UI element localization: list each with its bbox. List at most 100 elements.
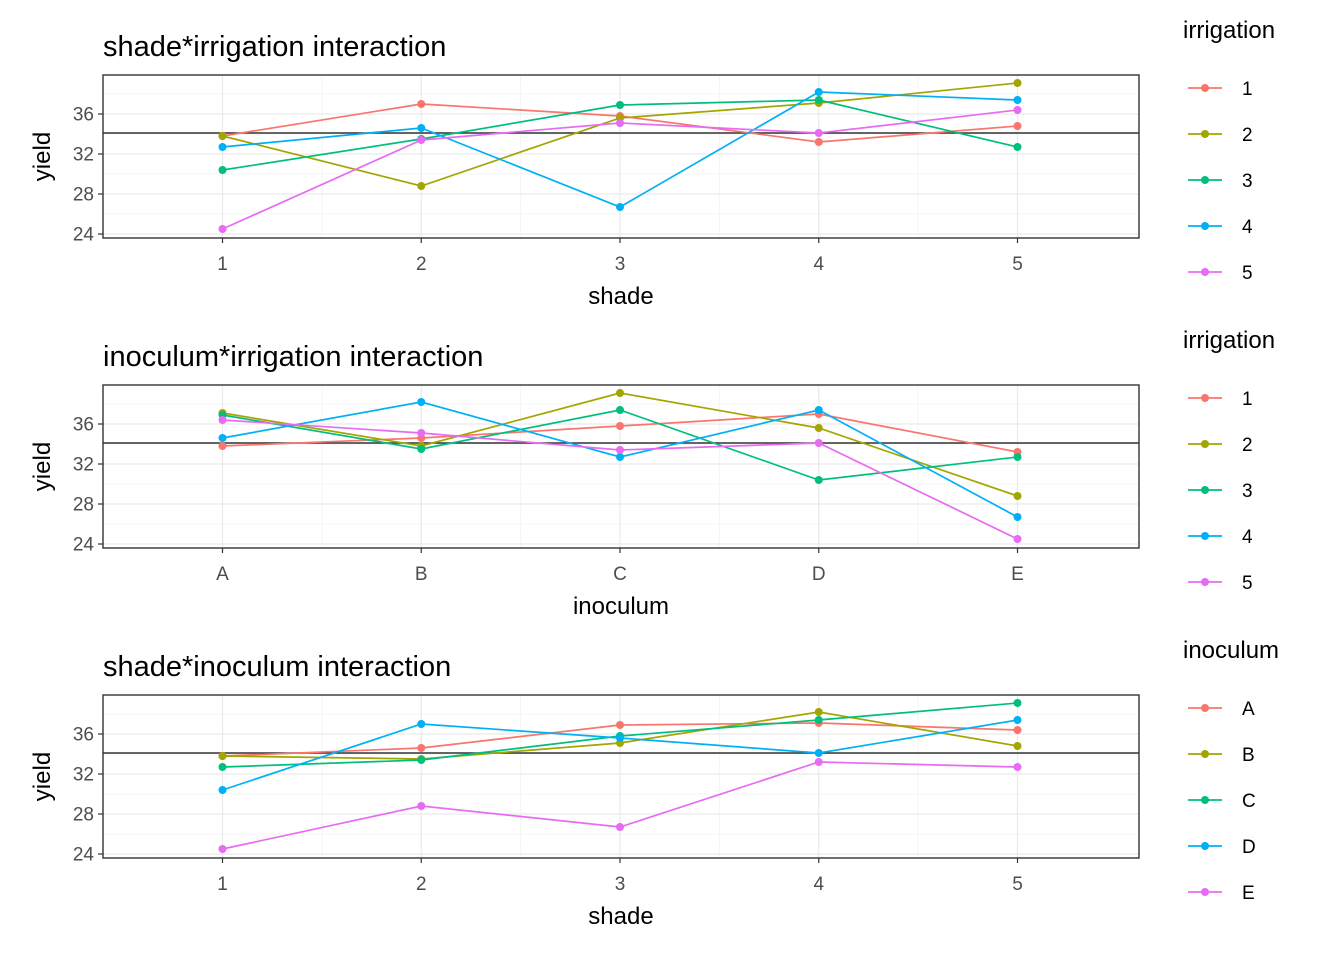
- legend-title: irrigation: [1183, 17, 1275, 44]
- legend-item: 3: [1188, 171, 1253, 192]
- chart-title: shade*inoculum interaction: [103, 651, 451, 683]
- data-point-4-A: [218, 434, 227, 442]
- legend-item: D: [1188, 837, 1256, 858]
- legend-title: irrigation: [1183, 327, 1275, 354]
- legend-key-point: [1201, 84, 1209, 92]
- legend-item: 2: [1188, 435, 1253, 456]
- legend-label: 2: [1242, 435, 1253, 456]
- legend-item: C: [1188, 791, 1256, 812]
- panel-border: [102, 694, 1140, 859]
- data-point-2-5: [1013, 79, 1022, 87]
- data-point-5-A: [218, 416, 227, 424]
- data-point-5-4: [814, 129, 823, 137]
- data-point-5-1: [218, 225, 227, 233]
- data-point-3-1: [218, 166, 227, 174]
- data-point-4-1: [218, 143, 227, 151]
- legend-label: C: [1242, 791, 1256, 812]
- x-tick-label: 3: [615, 254, 626, 275]
- data-point-D-4: [814, 749, 823, 757]
- data-point-B-5: [1013, 742, 1022, 750]
- legend-key-point: [1201, 486, 1209, 494]
- y-axis-title: yield: [29, 752, 56, 801]
- legend: irrigation 1 2 3 4 5: [1183, 327, 1275, 594]
- data-point-2-E: [1013, 492, 1022, 500]
- legend-label: 2: [1242, 125, 1253, 146]
- y-tick-label: 32: [73, 145, 94, 166]
- legend-key-point: [1201, 532, 1209, 540]
- data-point-C-5: [1013, 699, 1022, 707]
- legend-label: 5: [1242, 573, 1253, 594]
- legend-title: inoculum: [1183, 637, 1279, 664]
- data-point-3-5: [1013, 143, 1022, 151]
- x-tick-label: B: [415, 564, 428, 585]
- legend-key-point: [1201, 440, 1209, 448]
- data-point-C-1: [218, 763, 227, 771]
- legend-label: B: [1242, 745, 1255, 766]
- legend-key-point: [1201, 842, 1209, 850]
- data-point-3-C: [616, 406, 624, 414]
- x-tick-label: 5: [1012, 874, 1023, 895]
- data-point-D-5: [1013, 716, 1022, 724]
- legend-key-point: [1201, 222, 1209, 230]
- data-point-2-D: [814, 424, 823, 432]
- legend-label: E: [1242, 883, 1255, 904]
- x-axis-title: shade: [588, 283, 653, 310]
- data-point-D-1: [218, 786, 227, 794]
- data-point-2-C: [616, 389, 624, 397]
- data-point-2-1: [218, 132, 227, 140]
- legend-item: 5: [1188, 573, 1253, 594]
- legend-key-point: [1201, 796, 1209, 804]
- legend-item: A: [1188, 699, 1255, 720]
- data-point-1-2: [417, 100, 426, 108]
- x-tick-label: E: [1011, 564, 1024, 585]
- x-axis-title: shade: [588, 903, 653, 930]
- x-tick-label: 1: [217, 254, 228, 275]
- x-tick-label: 2: [416, 874, 427, 895]
- legend-key-point: [1201, 578, 1209, 586]
- x-tick-label: 3: [615, 874, 626, 895]
- chart-title: inoculum*irrigation interaction: [103, 341, 483, 373]
- data-point-5-2: [417, 136, 426, 144]
- legend-key-point: [1201, 394, 1209, 402]
- legend-label: 1: [1242, 79, 1253, 100]
- y-tick-label: 24: [73, 225, 95, 246]
- y-tick-label: 32: [73, 455, 94, 476]
- data-point-A-5: [1013, 726, 1022, 734]
- legend-item: 3: [1188, 481, 1253, 502]
- data-point-C-4: [814, 716, 823, 724]
- data-point-E-5: [1013, 763, 1022, 771]
- data-point-4-3: [616, 203, 624, 211]
- legend-item: 4: [1188, 217, 1253, 238]
- data-point-4-5: [1013, 96, 1022, 104]
- y-tick-label: 24: [73, 535, 95, 556]
- data-point-E-3: [616, 823, 624, 831]
- y-axis-title: yield: [29, 442, 56, 491]
- chart-panel-3: shade*inoculum interaction 24 28 32 36 1 2 3 4 5 s…: [29, 637, 1279, 930]
- data-point-B-4: [814, 708, 823, 716]
- data-point-E-4: [814, 758, 823, 766]
- legend-key-point: [1201, 704, 1209, 712]
- x-tick-label: 5: [1012, 254, 1023, 275]
- y-tick-label: 32: [73, 765, 94, 786]
- data-point-1-C: [616, 422, 624, 430]
- x-tick-label: 1: [217, 874, 228, 895]
- chart-panel-2: inoculum*irrigation interaction24283236A…: [29, 327, 1275, 620]
- x-tick-label: 2: [416, 254, 427, 275]
- x-axis-title: inoculum: [573, 593, 669, 620]
- y-axis-title: yield: [29, 132, 56, 181]
- x-tick-label: 4: [813, 254, 824, 275]
- data-point-C-2: [417, 756, 426, 764]
- data-point-1-4: [814, 138, 823, 146]
- data-point-2-2: [417, 182, 426, 190]
- y-tick-label: 36: [73, 105, 94, 126]
- y-tick-label: 28: [73, 805, 94, 826]
- legend-key-point: [1201, 268, 1209, 276]
- data-point-4-B: [417, 398, 426, 406]
- data-point-3-B: [417, 445, 426, 453]
- legend-label: A: [1242, 699, 1255, 720]
- x-tick-label: C: [613, 564, 627, 585]
- x-tick-label: D: [812, 564, 826, 585]
- legend-item: B: [1188, 745, 1255, 766]
- data-point-5-E: [1013, 535, 1022, 543]
